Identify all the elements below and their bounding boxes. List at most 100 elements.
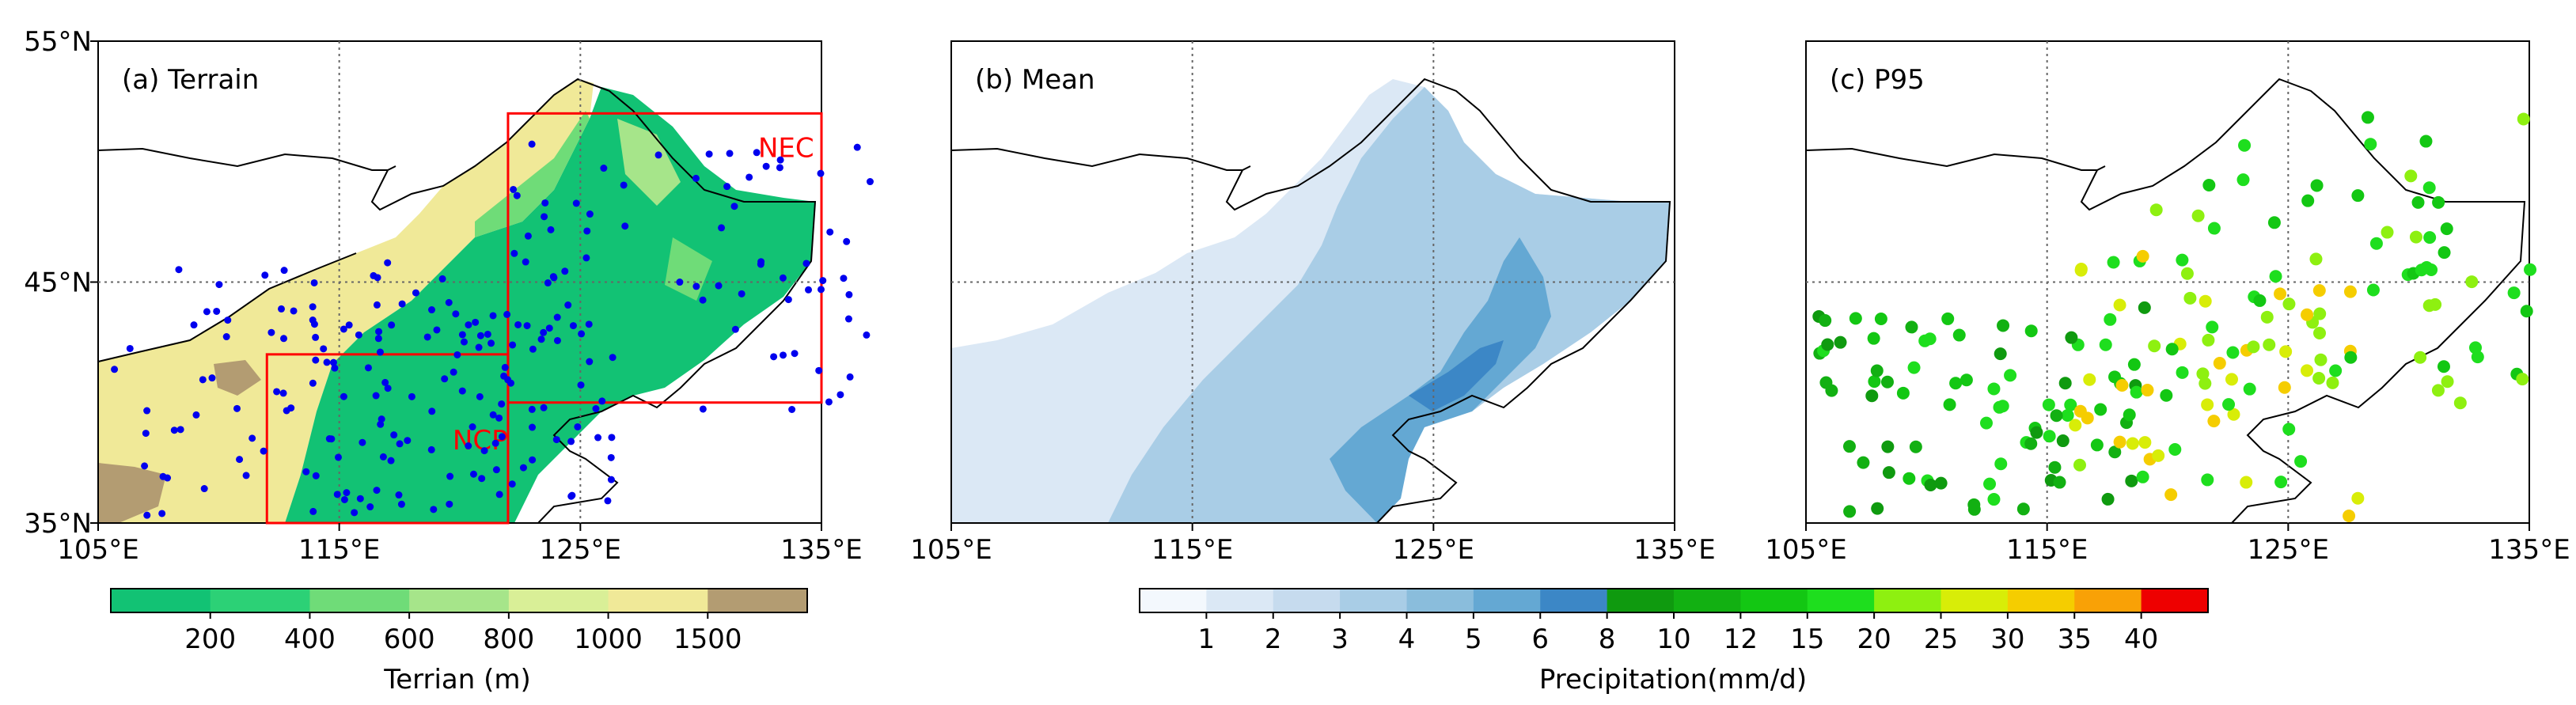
station-dot <box>242 472 250 479</box>
station-dot <box>553 313 561 321</box>
terrain-fill-mid3 <box>665 237 712 301</box>
colorbar-swatch <box>210 589 310 612</box>
station-dot <box>819 277 827 285</box>
station-dot <box>529 423 537 431</box>
station-dot <box>2361 111 2374 124</box>
station-dot <box>757 260 764 268</box>
colorbar-tick-label: 5 <box>1465 624 1482 655</box>
station-dot <box>552 436 560 444</box>
station-dot <box>654 151 662 159</box>
station-dot <box>364 364 372 372</box>
colorbar-swatch <box>2074 589 2142 612</box>
station-dot <box>510 185 518 193</box>
station-dot <box>1949 377 1963 390</box>
station-dot <box>2516 373 2529 386</box>
station-dot <box>699 296 707 304</box>
station-dot <box>480 447 488 455</box>
station-dot <box>222 333 230 341</box>
colorbar-swatch <box>1941 589 2009 612</box>
colorbar-tick-label: 2 <box>1265 624 1282 655</box>
colorbar-tick-label: 1500 <box>673 624 742 655</box>
station-dot <box>784 296 792 304</box>
panel-b-gridlines <box>951 41 1675 523</box>
station-dot <box>2381 226 2394 239</box>
station-dot <box>745 173 753 181</box>
station-dot <box>475 343 483 351</box>
station-dot <box>1870 364 1884 377</box>
colorbar-swatch <box>2007 589 2075 612</box>
colorbar-tick-label: 30 <box>1990 624 2024 655</box>
station-dot <box>510 249 518 257</box>
colorbar-tick-label: 6 <box>1531 624 1549 655</box>
station-dot <box>170 426 178 434</box>
y-tick-label: 55°N <box>24 26 92 58</box>
station-dot <box>340 325 347 333</box>
station-dot <box>779 274 787 282</box>
station-dot <box>561 267 569 275</box>
station-dot <box>213 307 221 315</box>
panel-b-x-axis: 105°E 115°E 125°E 135°E <box>910 523 1716 566</box>
station-dot <box>452 310 460 318</box>
station-dot <box>1843 505 1857 518</box>
panel-c: (c) P95 105°E 115°E 125°E 135°E <box>1765 40 2570 566</box>
colorbar-swatch <box>1540 589 1608 612</box>
station-dot <box>484 330 491 338</box>
terrain-fill-brown-1 <box>98 463 166 523</box>
x-tick-label: 115°E <box>298 534 380 566</box>
station-dot <box>2201 473 2214 487</box>
station-dot <box>523 322 531 330</box>
y-tick-label: 35°N <box>24 508 92 540</box>
station-dot <box>370 271 377 279</box>
station-dot <box>446 472 454 480</box>
y-tick-label: 45°N <box>24 267 92 299</box>
station-dot <box>2366 283 2380 297</box>
station-dot <box>604 497 612 505</box>
panel-b-map <box>951 78 1671 523</box>
station-dot <box>1882 466 1895 479</box>
station-dot <box>2024 324 2038 338</box>
station-dot <box>248 434 256 442</box>
station-dot <box>2207 415 2221 428</box>
station-dot <box>540 328 548 336</box>
station-dot <box>1896 386 1910 400</box>
station-dot <box>2042 398 2055 411</box>
colorbar-swatch <box>1473 589 1541 612</box>
station-dot <box>143 511 151 519</box>
station-dot <box>2414 351 2427 364</box>
station-dot <box>340 495 348 503</box>
station-dot <box>1967 498 1981 511</box>
station-dot <box>2113 435 2126 449</box>
station-dot <box>192 411 200 419</box>
station-dot <box>408 392 415 400</box>
station-dot <box>458 331 466 339</box>
station-dot <box>142 430 150 438</box>
station-dot <box>1881 440 1895 453</box>
station-dot <box>2113 298 2126 312</box>
station-dot <box>2058 377 2072 390</box>
panel-c-gridlines <box>1806 41 2529 523</box>
x-tick-label: 105°E <box>910 534 992 566</box>
station-dot <box>372 392 380 400</box>
colorbar-frame <box>110 588 808 613</box>
station-dot <box>2422 181 2436 195</box>
station-dot <box>840 275 848 282</box>
station-dot <box>817 169 825 177</box>
station-dot <box>469 470 477 478</box>
terrain-colorbar-label: Terrian (m) <box>383 664 531 696</box>
station-dot <box>1907 361 1921 374</box>
station-dot <box>2351 491 2365 505</box>
station-dot <box>176 426 184 434</box>
station-dot <box>310 279 318 286</box>
station-dot <box>2312 372 2326 385</box>
station-dot <box>541 199 549 207</box>
station-dot <box>2069 419 2082 432</box>
panel-c-map <box>1806 78 2526 523</box>
station-dot <box>2136 470 2149 483</box>
station-dot <box>762 162 770 170</box>
station-dot <box>501 363 509 371</box>
station-dot <box>260 447 267 455</box>
station-dot <box>569 322 577 330</box>
colorbar-tick-label: 1 <box>1198 624 1216 655</box>
station-dot <box>2064 398 2077 411</box>
station-dot <box>528 405 536 413</box>
